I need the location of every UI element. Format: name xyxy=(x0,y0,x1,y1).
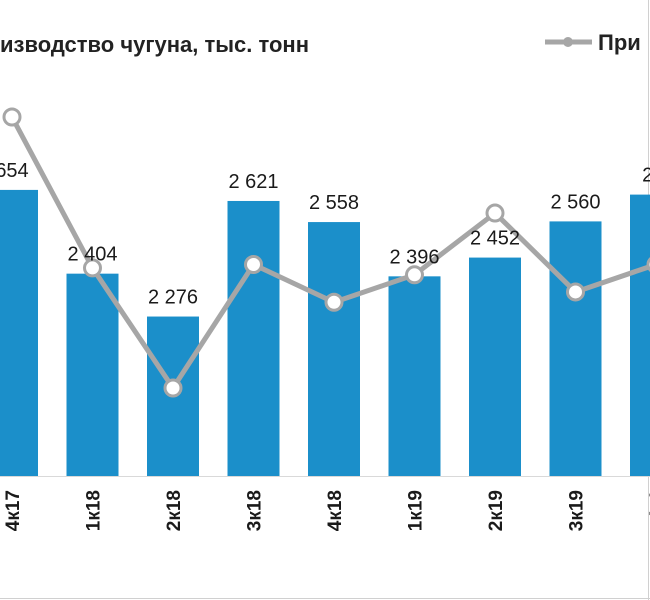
bar-1к18 xyxy=(66,273,119,476)
data-label-2к18: 2 276 xyxy=(148,287,198,309)
legend-marker-swatch xyxy=(563,37,573,47)
data-label-1к18: 2 404 xyxy=(67,244,117,266)
line-point-1к19 xyxy=(405,265,424,285)
bars-layer xyxy=(0,189,650,476)
line-point-4к17 xyxy=(2,107,22,127)
line-point-3к18 xyxy=(244,255,263,275)
data-label-1к19: 2 396 xyxy=(389,246,439,268)
bar-1к19 xyxy=(388,276,441,476)
line-point-2к18 xyxy=(163,378,183,398)
x-tick-3к18: 3к18 xyxy=(245,490,266,531)
bar-2к19 xyxy=(469,257,521,476)
line-point-1к18 xyxy=(83,258,102,278)
x-tick-4к17: 4к17 xyxy=(3,490,24,531)
x-tick-2к18: 2к18 xyxy=(164,490,185,531)
line-point-4к18 xyxy=(324,292,344,312)
chart-title: изводство чугуна, тыс. тонн xyxy=(0,32,309,57)
x-tick-1к19: 1к19 xyxy=(406,490,427,531)
x-tick-4к19: 4к1 xyxy=(647,490,650,521)
legend-label: При xyxy=(598,30,641,55)
x-tick-2к19: 2к19 xyxy=(486,490,507,531)
data-label-4к18: 2 558 xyxy=(309,192,359,214)
data-label-4к17: 654 xyxy=(0,160,29,182)
line-point-2к19 xyxy=(485,203,505,223)
legend: При xyxy=(545,30,641,55)
bar-4к18 xyxy=(308,222,360,476)
data-label-2к19: 2 452 xyxy=(470,228,520,250)
data-label-4к19: 2 6 xyxy=(642,165,650,187)
data-labels-layer: 654 2 404 2 276 2 621 2 558 2 396 2 452 2 560 2 … xyxy=(0,160,650,309)
x-tick-4к18: 4к18 xyxy=(325,490,346,531)
line-layer xyxy=(2,107,650,398)
data-label-3к19: 2 560 xyxy=(550,191,600,213)
bar-3к19 xyxy=(549,221,602,476)
data-label-3к18: 2 621 xyxy=(228,171,278,193)
line-point-3к19 xyxy=(566,282,585,302)
x-tick-3к19: 3к19 xyxy=(567,490,588,531)
bar-4к19 xyxy=(630,194,650,476)
bar-3к18 xyxy=(227,200,280,476)
bar-4к17 xyxy=(0,189,38,476)
x-tick-labels-layer: 4к17 1к18 2к18 3к18 4к18 1к19 2к19 3к19 4к1 xyxy=(3,490,650,532)
x-tick-1к18: 1к18 xyxy=(84,490,105,531)
